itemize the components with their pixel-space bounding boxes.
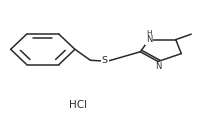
Text: N: N	[155, 62, 161, 71]
Text: H: H	[147, 30, 152, 36]
Text: HCl: HCl	[69, 100, 87, 110]
Text: N: N	[146, 35, 152, 44]
Text: S: S	[102, 56, 108, 65]
